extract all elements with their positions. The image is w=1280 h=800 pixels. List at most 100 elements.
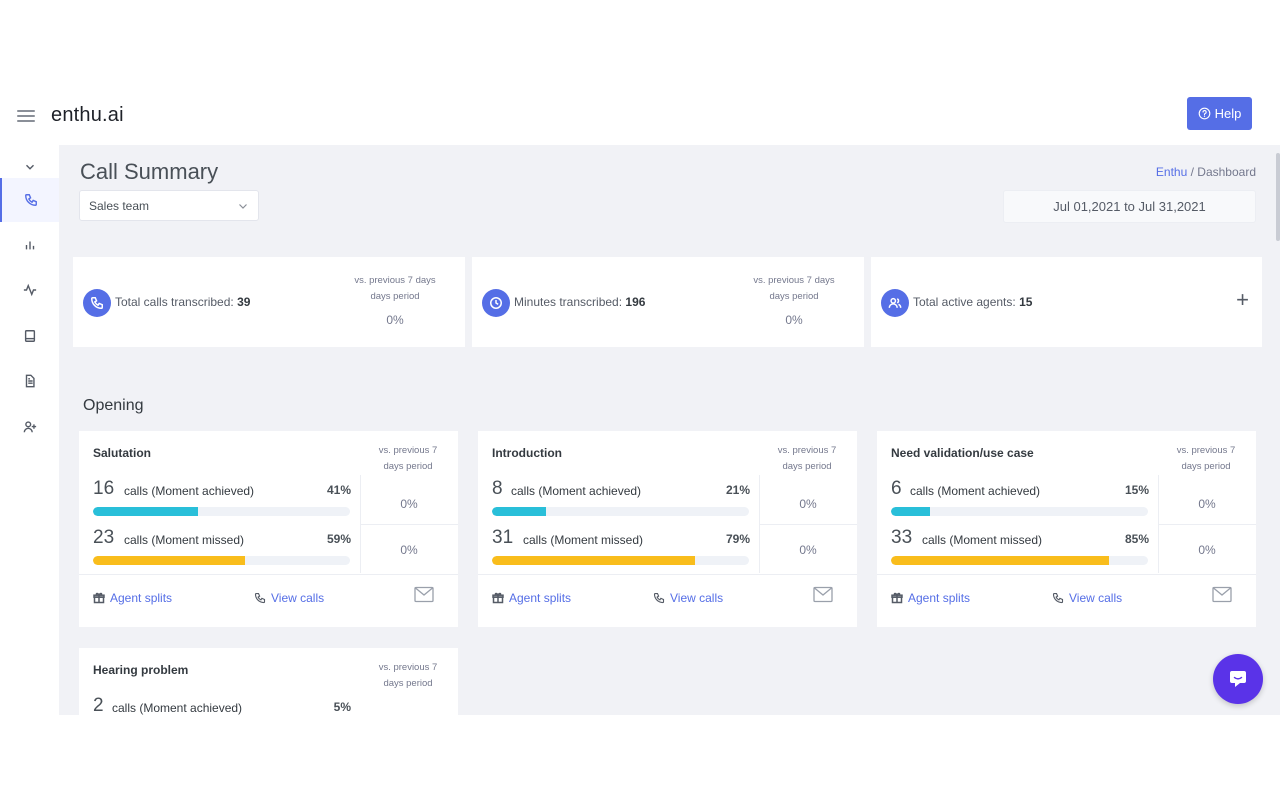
moment-missed-comparison-value: 0% [400,543,418,557]
moment-achieved-count: 2 [93,695,104,715]
help-button[interactable]: Help [1187,97,1252,130]
moment-achieved-comparison-value: 0% [1198,497,1216,511]
sidebar-item-collapse[interactable] [0,145,59,189]
view-calls-link[interactable]: View calls [254,591,324,605]
moment-achieved-row: 2 calls (Moment achieved) 5% [93,695,351,715]
sidebar-item-reports[interactable] [0,223,59,267]
moment-footer: Agent splits View calls [478,574,857,626]
moment-achieved-label: calls (Moment achieved) [511,484,642,498]
moment-achieved-label: calls (Moment achieved) [112,701,243,715]
moment-missed-comparison-value: 0% [799,543,817,557]
gift-icon [492,592,504,604]
moment-missed-comparison: 0% [759,524,857,573]
team-select-value: Sales team [89,198,150,213]
stat-label: Total active agents: 15 [913,295,1033,309]
moment-missed-comparison: 0% [1158,524,1256,573]
breadcrumb-root-link[interactable]: Enthu [1155,165,1188,179]
sidebar-item-documents[interactable] [0,359,59,403]
phone-icon [83,289,111,317]
moment-achieved-row: 6 calls (Moment achieved) 15% [891,478,1149,518]
moment-achieved-percent: 21% [725,483,750,497]
moment-missed-label: calls (Moment missed) [922,533,1043,547]
moment-card: Hearing problem vs. previous 7 days period… [79,648,458,715]
moment-title: Need validation/use case [891,446,1034,460]
breadcrumb-separator: / [1190,165,1194,179]
stat-comparison-label: vs. previous 7 days days period [753,275,835,302]
moment-missed-progress [492,556,749,565]
moment-achieved-comparison-value: 0% [400,497,418,511]
moment-comparison-label: vs. previous 7 days period [777,445,837,472]
agent-splits-link[interactable]: Agent splits [492,591,571,605]
view-calls-link[interactable]: View calls [1052,591,1122,605]
bar-chart-icon [25,241,34,250]
activity-icon [23,283,36,297]
book-icon [24,330,35,342]
stat-label: Total calls transcribed: 39 [115,295,251,309]
clock-icon [482,289,510,317]
help-button-label: Help [1214,106,1242,121]
moment-missed-progress [891,556,1148,565]
phone-icon [254,592,266,604]
moment-achieved-progress-fill [93,507,199,516]
moment-missed-progress-fill [93,556,245,565]
sidebar-item-calls[interactable] [0,178,59,222]
stat-value: 15 [1019,295,1033,309]
team-select[interactable]: Sales team [79,190,259,221]
user-plus-icon [23,421,36,433]
moment-missed-label: calls (Moment missed) [124,533,245,547]
moment-achieved-progress [492,507,749,516]
moment-comparison-label: vs. previous 7 days period [378,445,438,472]
add-agent-button[interactable]: + [1236,287,1249,312]
moment-achieved-percent: 5% [333,700,351,714]
moment-card: Need validation/use case vs. previous 7 da… [877,431,1256,627]
moment-achieved-percent: 15% [1124,483,1149,497]
view-calls-link[interactable]: View calls [653,591,723,605]
moment-achieved-count: 16 [93,478,115,499]
sidebar-item-activity[interactable] [0,268,59,312]
section-title: Opening [83,397,144,414]
sidebar [0,145,59,715]
moment-footer: Agent splits View calls [877,574,1256,626]
sidebar-item-library[interactable] [0,314,59,358]
moment-achieved-count: 6 [891,478,902,499]
moment-missed-comparison-value: 0% [1198,543,1216,557]
moment-achieved-row: 16 calls (Moment achieved) 41% [93,478,351,518]
page-title: Call Summary [80,159,219,184]
mail-icon[interactable] [1212,586,1232,603]
scrollbar-thumb[interactable] [1276,153,1280,241]
app-window: enthu.ai Help Call Summary E [0,84,1280,715]
moment-missed-percent: 85% [1124,532,1149,546]
moment-comparison-label: vs. previous 7 days period [1176,445,1236,472]
moment-achieved-comparison: 0% [1158,475,1256,524]
moment-missed-percent: 79% [725,532,750,546]
moment-missed-progress [93,556,350,565]
page-scrollbar[interactable] [1275,145,1280,715]
moment-comparison-label: vs. previous 7 days period [378,662,438,689]
moment-achieved-count: 8 [492,478,503,499]
moment-missed-count: 23 [93,527,115,548]
chat-launcher-button[interactable] [1213,654,1263,704]
stat-card-total-calls: Total calls transcribed: 39 vs. previous… [73,257,465,347]
breadcrumb: Enthu / Dashboard [1156,165,1256,179]
chevron-down-icon [239,204,247,209]
stat-value: 39 [237,295,251,309]
sidebar-item-add-user[interactable] [0,405,59,449]
agent-splits-link[interactable]: Agent splits [93,591,172,605]
moment-title: Salutation [93,446,152,460]
phone-icon [1052,592,1064,604]
moment-achieved-progress-fill [492,507,546,516]
moment-missed-percent: 59% [326,532,351,546]
moment-achieved-progress [93,507,350,516]
gift-icon [93,592,105,604]
brand-logo: enthu.ai [51,104,124,126]
moment-achieved-percent: 41% [326,483,351,497]
agent-splits-link[interactable]: Agent splits [891,591,970,605]
help-circle-icon [1198,107,1210,120]
moment-missed-label: calls (Moment missed) [523,533,644,547]
gift-icon [891,592,903,604]
mail-icon[interactable] [813,586,833,603]
date-range-picker[interactable]: Jul 01,2021 to Jul 31,2021 [1003,190,1256,223]
phone-icon [24,194,37,206]
mail-icon[interactable] [414,586,434,603]
hamburger-menu-icon[interactable] [17,110,35,122]
